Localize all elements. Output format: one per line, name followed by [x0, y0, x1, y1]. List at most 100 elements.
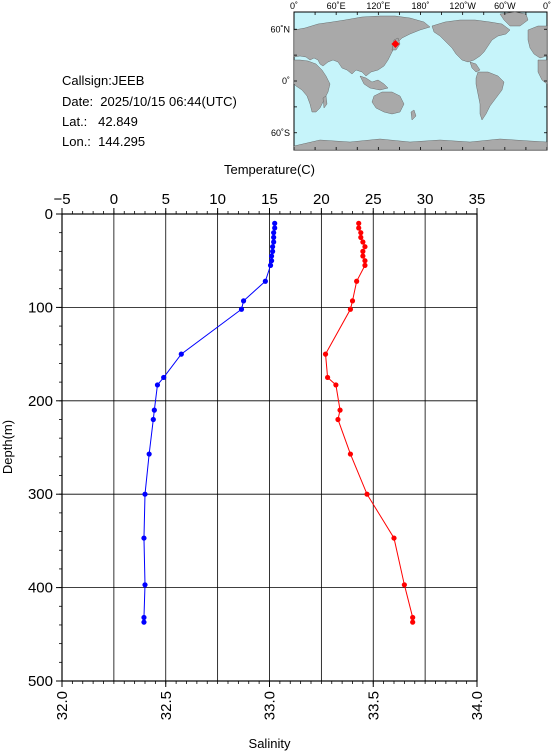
greenland-shape: [499, 11, 529, 27]
salinity-tick-label: 32.0: [54, 691, 71, 720]
salinity-tick-label: 32.5: [158, 691, 175, 720]
temperature-data-point: [268, 258, 275, 264]
new-zealand-shape: [410, 109, 417, 121]
eurasia-shape: [293, 15, 431, 77]
madagascar-shape: [322, 95, 328, 109]
temperature-data-point: [178, 351, 184, 357]
salinity-tick-label: 34.0: [469, 691, 486, 720]
salinity-data-point: [333, 382, 339, 388]
temperature-data-point: [271, 239, 277, 245]
salinity-data-point: [391, 535, 397, 541]
salinity-data-point: [360, 239, 366, 245]
temperature-axis-title: Temperature(C): [224, 162, 315, 177]
temperature-data-point: [270, 244, 276, 250]
temperature-data-point: [151, 407, 157, 413]
temperature-profile-line: [143, 223, 276, 623]
map-longitude-label: 120˚E: [366, 1, 390, 11]
map-latitude-label: 0˚: [282, 76, 290, 86]
map-longitude-label: 120˚W: [449, 1, 476, 11]
map-longitude-label: 0˚: [290, 1, 298, 11]
map-longitude-labels: 0˚ 60˚E 120˚E 180˚ 120˚W 60˚W 0˚: [290, 1, 551, 11]
temperature-tick-label: 25: [365, 191, 382, 208]
data-series: [141, 220, 416, 625]
europe-shape: [527, 25, 548, 59]
temperature-data-point: [272, 225, 278, 231]
africa-east-wrap-shape: [537, 59, 548, 85]
salinity-data-point: [349, 298, 356, 304]
north-america-shape: [431, 19, 511, 63]
salinity-data-point: [360, 248, 366, 254]
map-landmasses: [293, 11, 548, 151]
chart-grid: [61, 213, 478, 682]
temperature-tick-label: −5: [53, 191, 70, 208]
temperature-data-point: [271, 234, 277, 240]
salinity-data-point: [325, 374, 331, 381]
salinity-axis: 32.0 32.5 33.0 33.5 34.0: [54, 681, 486, 720]
temperature-data-point: [238, 306, 245, 312]
salinity-data-point: [410, 614, 416, 621]
depth-axis: 0 100 200 300 400 500: [28, 206, 62, 690]
map-longitude-label: 0˚: [543, 1, 551, 11]
temperature-data-point: [142, 491, 148, 497]
africa-shape: [293, 59, 331, 113]
temperature-tick-label: 10: [209, 191, 226, 208]
temperature-data-point: [154, 382, 161, 388]
salinity-tick-label: 33.5: [365, 691, 382, 720]
temperature-tick-label: 15: [261, 191, 278, 208]
central-america-shape: [469, 61, 481, 73]
temperature-tick-label: 30: [417, 191, 434, 208]
temperature-data-point: [272, 220, 278, 226]
depth-tick-label: 200: [28, 393, 53, 410]
callsign-text: Callsign:JEEB: [62, 73, 145, 88]
map-latitude-label: 60˚N: [270, 24, 290, 34]
salinity-data-point: [356, 225, 362, 231]
temperature-data-point: [267, 262, 274, 268]
map-frame-ticks: [293, 12, 548, 150]
depth-tick-label: 400: [28, 580, 53, 597]
south-america-shape: [475, 71, 505, 121]
salinity-data-point: [364, 491, 370, 497]
salinity-data-point: [401, 582, 407, 588]
temperature-data-point: [142, 582, 148, 588]
station-marker-shape: [391, 40, 400, 49]
salinity-data-point: [347, 306, 354, 312]
australia-shape: [371, 91, 405, 115]
salinity-data-point: [362, 244, 368, 250]
temperature-tick-label: 0: [110, 191, 118, 208]
salinity-data-point: [358, 234, 364, 240]
temperature-data-point: [141, 535, 147, 541]
salinity-data-point: [362, 258, 368, 264]
temperature-data-point: [262, 278, 268, 284]
salinity-data-point: [354, 278, 360, 284]
depth-tick-label: 100: [28, 299, 53, 316]
temperature-data-point: [271, 230, 277, 236]
maritime-asia-shape: [359, 75, 389, 91]
salinity-profile-line: [325, 223, 414, 623]
temperature-tick-label: 20: [313, 191, 330, 208]
salinity-data-point: [335, 416, 341, 423]
temperature-tick-label: 35: [469, 191, 486, 208]
temperature-data-point: [141, 619, 147, 625]
map-longitude-label: 180˚: [411, 1, 429, 11]
temperature-data-point: [240, 298, 247, 304]
salinity-data-point: [360, 253, 366, 259]
depth-tick-label: 300: [28, 486, 53, 503]
temperature-data-point: [270, 248, 276, 254]
salinity-tick-label: 33.0: [262, 691, 279, 720]
salinity-data-point: [322, 351, 329, 357]
salinity-data-point: [358, 230, 364, 236]
map-longitude-label: 60˚W: [494, 1, 516, 11]
salinity-data-point: [410, 619, 416, 625]
salinity-data-point: [337, 407, 343, 413]
salinity-data-point: [362, 262, 368, 268]
temperature-data-point: [268, 253, 275, 259]
salinity-data-point: [356, 220, 362, 226]
date-text: Date: 2025/10/15 06:44(UTC): [62, 94, 237, 109]
salinity-axis-title: Salinity: [249, 736, 291, 751]
temperature-data-point: [150, 416, 156, 423]
map-latitude-labels: 60˚N 0˚ 60˚S: [270, 24, 290, 138]
temperature-data-point: [161, 374, 167, 381]
longitude-text: Lon.: 144.295: [62, 134, 146, 149]
